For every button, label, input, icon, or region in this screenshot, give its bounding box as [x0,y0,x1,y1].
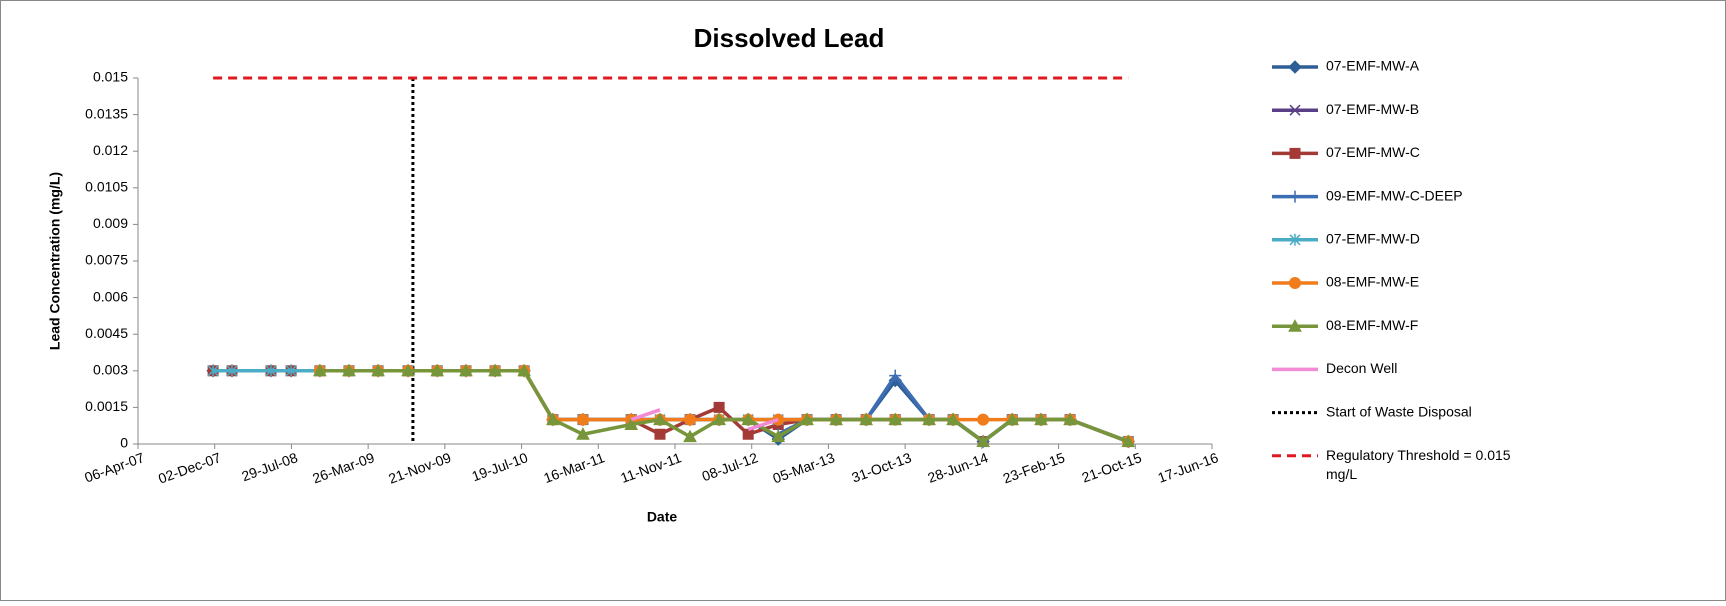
legend-label: Start of Waste Disposal [1326,403,1472,419]
point [371,363,385,377]
point [1005,412,1020,426]
y-tick-label: 0.006 [93,288,128,304]
y-tick-label: 0.003 [93,362,128,378]
point [430,363,445,377]
point [977,413,990,426]
point [1289,147,1301,159]
legend-label: 08-EMF-MW-F [1326,317,1418,333]
point [946,412,960,426]
legend-label: 09-EMF-MW-C-DEEP [1326,187,1463,203]
point [459,363,473,377]
point [889,369,902,382]
legend-label: 07-EMF-MW-B [1326,101,1419,117]
legend-label: 07-EMF-MW-C [1326,144,1420,160]
legend-label: 07-EMF-MW-D [1326,231,1420,247]
point [488,363,502,377]
y-tick-label: 0.012 [93,142,128,158]
point [624,417,639,430]
point [859,412,873,426]
y-axis-label: Lead Concentration (mg/L) [47,172,63,350]
y-tick-label: 0.009 [93,215,128,231]
point [1289,233,1301,246]
point [712,412,726,426]
point [285,364,297,377]
point [1289,277,1301,289]
point [800,412,814,426]
point [1289,190,1301,203]
point [576,413,589,426]
point [829,412,843,426]
y-tick-label: 0.0015 [85,398,128,414]
point [207,364,219,377]
point [742,428,754,440]
point [576,427,590,440]
point [1063,412,1077,426]
point [1289,104,1301,116]
x-axis-label: Date [647,509,678,525]
point [654,428,666,440]
chart-title: Dissolved Lead [694,23,885,53]
legend-label: 08-EMF-MW-E [1326,274,1419,290]
point [741,412,756,426]
point [1034,412,1048,426]
legend-label: 07-EMF-MW-A [1326,58,1420,74]
point [653,412,667,426]
point [888,412,903,426]
legend-label: Regulatory Threshold = 0.015 mg/L [1326,447,1511,482]
point [922,412,936,426]
point [1288,60,1302,74]
legend-label: Decon Well [1326,360,1397,376]
point [342,363,356,377]
point [683,429,697,443]
point [313,363,327,377]
point [1121,434,1136,448]
point [684,413,697,426]
y-tick-label: 0.0075 [85,252,128,268]
point [226,364,238,377]
y-tick-label: 0.0105 [85,179,128,195]
point [265,364,277,377]
y-tick-label: 0.015 [93,69,128,85]
y-tick-label: 0.0135 [85,105,128,121]
series-line [630,408,779,432]
point [401,363,415,377]
point [1288,319,1302,332]
point [771,429,786,443]
point [517,363,531,377]
point [546,412,560,426]
point [976,434,990,448]
y-tick-label: 0.0045 [85,325,128,341]
point [713,401,725,413]
y-tick-label: 0 [120,435,128,451]
